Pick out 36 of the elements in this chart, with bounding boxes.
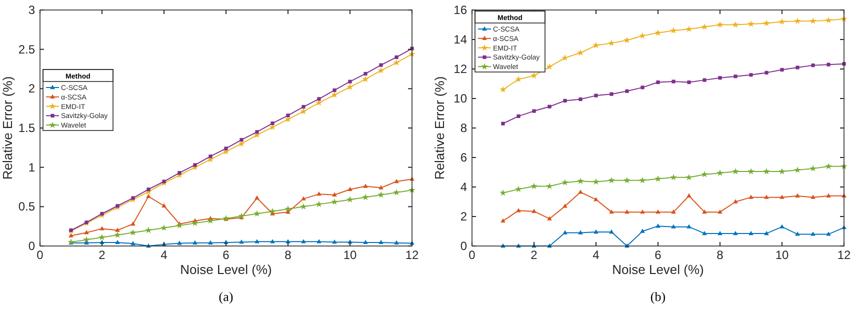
y-tick-label: 1 xyxy=(28,160,36,174)
y-tick-label: 0.5 xyxy=(18,200,36,214)
x-axis-title: Noise Level (%) xyxy=(180,262,272,277)
x-tick-label: 6 xyxy=(654,248,662,262)
y-tick-label: 1.5 xyxy=(18,121,36,135)
x-tick-label: 2 xyxy=(98,248,106,262)
y-tick-label: 16 xyxy=(454,3,468,17)
x-tick-label: 0 xyxy=(468,248,476,262)
y-tick-label: 2.5 xyxy=(18,42,36,56)
y-tick-label: 4 xyxy=(460,180,468,194)
x-tick-label: 0 xyxy=(36,248,44,262)
x-tick-label: 6 xyxy=(222,248,230,262)
x-axis-title: Noise Level (%) xyxy=(612,262,704,277)
y-tick-label: 2 xyxy=(460,210,468,224)
y-tick-label: 14 xyxy=(454,32,468,46)
x-tick-label: 4 xyxy=(592,248,600,262)
y-axis-title: Relative Error (%) xyxy=(432,76,447,180)
text: (b) xyxy=(650,289,666,304)
y-tick-label: 12 xyxy=(454,62,468,76)
y-axis-title: Relative Error (%) xyxy=(0,76,15,180)
x-tick-label: 4 xyxy=(160,248,168,262)
text: (a) xyxy=(218,289,234,304)
x-tick-label: 10 xyxy=(343,248,357,262)
y-tick-label: 0 xyxy=(28,239,36,253)
y-tick-label: 10 xyxy=(454,92,468,106)
x-tick-label: 8 xyxy=(716,248,724,262)
y-tick-label: 3 xyxy=(28,3,36,17)
y-tick-label: 6 xyxy=(460,150,468,164)
x-tick-label: 2 xyxy=(530,248,538,262)
x-tick-label: 12 xyxy=(837,248,851,262)
x-tick-label: 10 xyxy=(775,248,789,262)
y-tick-label: 2 xyxy=(28,82,36,96)
x-tick-label: 12 xyxy=(405,248,419,262)
y-tick-label: 8 xyxy=(460,121,468,135)
y-tick-label: 0 xyxy=(460,239,468,253)
x-tick-label: 8 xyxy=(284,248,292,262)
